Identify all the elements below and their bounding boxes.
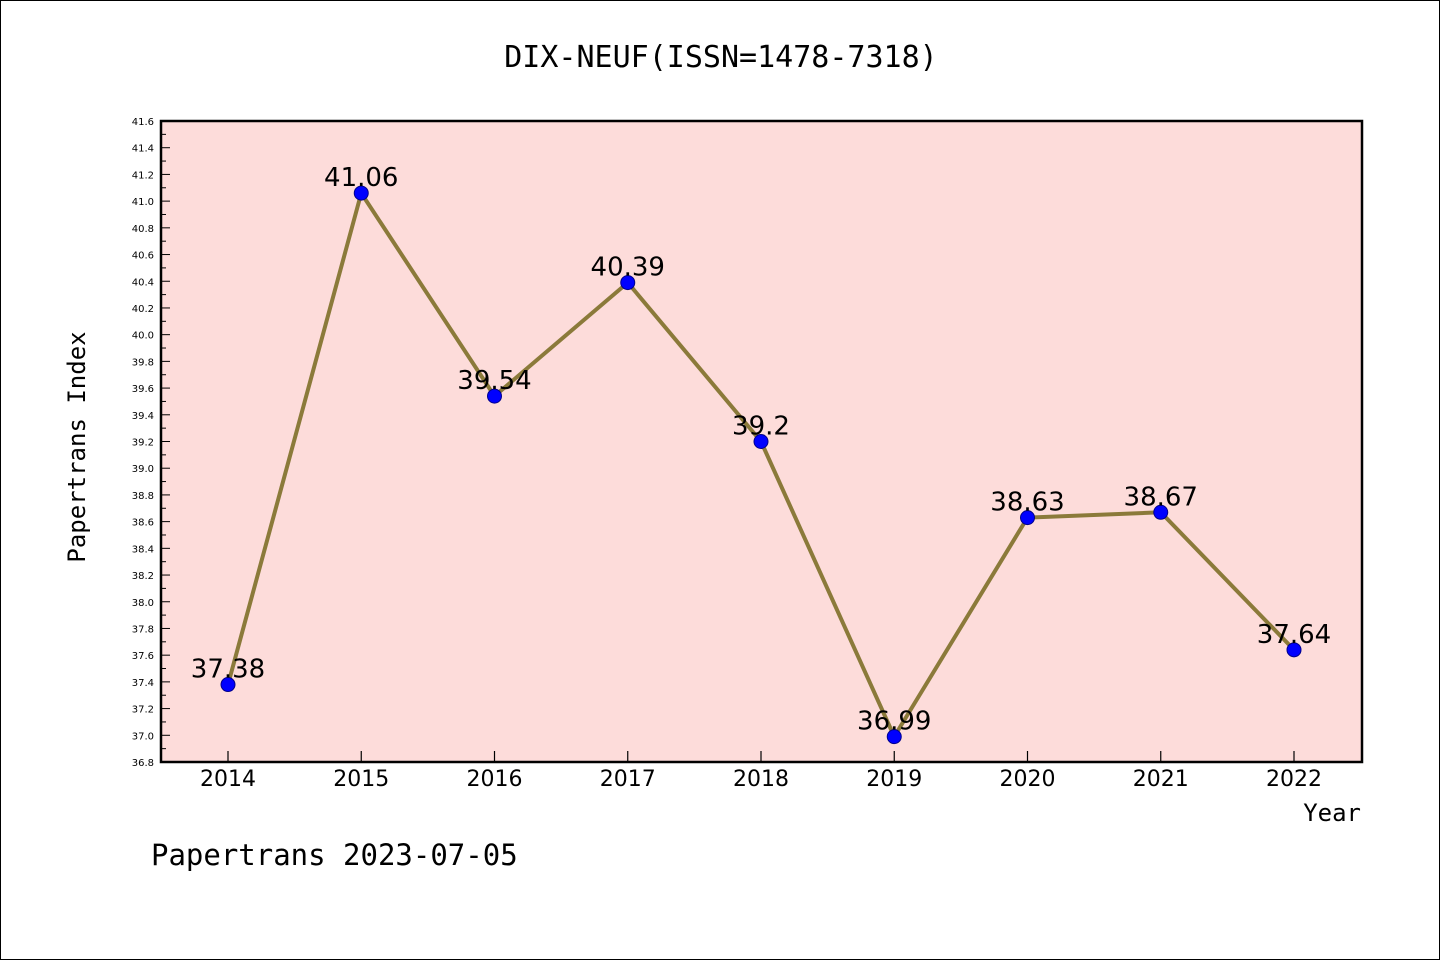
y-axis-label: Papertrans Index (63, 331, 91, 562)
x-tick-label: 2015 (333, 767, 389, 792)
x-tick-label: 2014 (200, 767, 256, 792)
y-tick-label: 36.8 (132, 758, 154, 769)
y-tick-label: 37.2 (132, 705, 154, 716)
data-point (886, 729, 902, 745)
x-tick-label: 2017 (600, 767, 656, 792)
data-label: 36.99 (857, 707, 931, 737)
y-tick-label: 38.6 (132, 518, 154, 529)
data-label: 38.63 (990, 488, 1064, 518)
data-point (1020, 510, 1035, 526)
data-label: 39.2 (732, 412, 790, 442)
data-label: 40.39 (591, 253, 665, 283)
y-tick-label: 41.2 (132, 170, 154, 181)
y-tick-label: 39.2 (132, 438, 154, 449)
data-point (220, 677, 236, 693)
y-axis: 36.8 37.0 37.2 37.4 37.6 37.8 38.0 38.2 38.4 38.6… (132, 117, 170, 769)
y-tick-label: 41.4 (132, 144, 154, 155)
footer-text: Papertrans 2023-07-05 (151, 838, 518, 872)
y-tick-label: 37.8 (132, 624, 154, 635)
y-tick-label: 38.8 (132, 491, 154, 502)
x-tick-label: 2016 (467, 767, 523, 792)
x-tick-label: 2018 (733, 767, 789, 792)
y-tick-label: 40.8 (132, 224, 154, 235)
data-point (753, 434, 769, 449)
y-tick-label: 37.4 (132, 678, 154, 689)
x-tick-label: 2020 (1000, 767, 1056, 792)
x-tick-label: 2021 (1133, 767, 1189, 792)
y-tick-label: 41.0 (132, 197, 154, 208)
data-point (620, 275, 636, 291)
y-tick-label: 40.6 (132, 251, 154, 262)
y-tick-label: 38.2 (132, 571, 154, 582)
y-tick-label: 41.6 (132, 117, 154, 128)
y-tick-label: 37.6 (132, 651, 154, 662)
y-tick-label: 40.4 (132, 277, 154, 288)
x-tick-label: 2019 (866, 767, 922, 792)
data-label: 41.06 (324, 163, 398, 193)
chart-title: DIX-NEUF(ISSN=1478-7318) (504, 40, 937, 75)
y-tick-label: 38.4 (132, 544, 154, 555)
y-tick-label: 39.4 (132, 411, 154, 422)
data-point (487, 388, 502, 404)
data-label: 38.67 (1124, 482, 1198, 512)
y-tick-label: 40.0 (132, 331, 154, 342)
data-label: 37.38 (191, 655, 265, 685)
data-label: 37.64 (1257, 620, 1331, 650)
data-label: 39.54 (457, 366, 531, 396)
x-axis-label: Year (1303, 799, 1361, 827)
markers-group (220, 185, 1302, 745)
x-tick-label: 2022 (1266, 767, 1322, 792)
y-tick-label: 40.2 (132, 304, 154, 315)
data-point (1153, 504, 1169, 520)
x-axis: 2014 2015 2016 2017 2018 2019 2020 2021 2022 (200, 751, 1322, 792)
data-labels-group: 37.38 41.06 39.54 40.39 39.2 36.99 38.63 38.67 3… (191, 163, 1331, 737)
y-tick-label: 37.0 (132, 731, 154, 742)
plot-border (159, 119, 1364, 764)
y-tick-label: 39.8 (132, 357, 154, 368)
y-tick-label: 39.6 (132, 384, 154, 395)
data-point (353, 185, 369, 201)
y-tick-label: 39.0 (132, 464, 154, 475)
y-tick-label: 38.0 (132, 598, 154, 609)
data-point (1286, 642, 1302, 658)
